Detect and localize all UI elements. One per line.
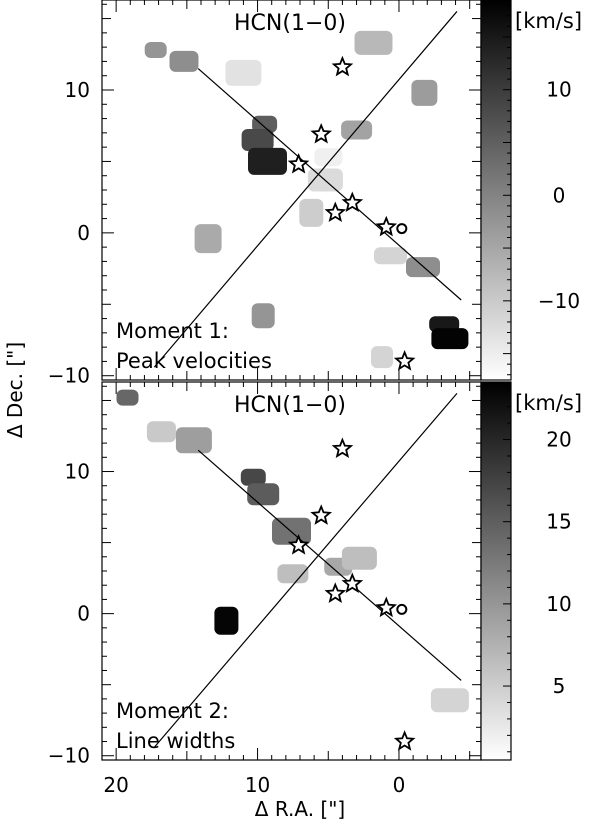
- x-axis-label: Δ R.A. ["]: [255, 797, 345, 821]
- star-marker: [287, 152, 310, 174]
- y-tick-label: 0: [77, 602, 90, 626]
- panel-title: HCN(1−0): [234, 393, 346, 418]
- colorbar-tick-label: 20: [546, 428, 571, 452]
- heatmap-cell: [371, 346, 393, 369]
- star-marker: [393, 350, 416, 371]
- star-marker: [331, 437, 354, 459]
- heatmap-cell: [411, 79, 438, 106]
- panel-moment1: 10 0 −10 HCN(1−0) Moment 1: Peak velocities 10…: [48, 0, 582, 388]
- heatmap-cell: [146, 421, 176, 443]
- heatmap-cell: [175, 427, 212, 454]
- colorbar-unit: [km/s]: [515, 391, 582, 415]
- nucleus-marker: [396, 603, 408, 615]
- heatmap-cell: [341, 546, 377, 570]
- star-marker: [331, 55, 354, 77]
- star-marker: [375, 596, 398, 618]
- star-marker: [393, 730, 416, 751]
- heatmap-cell: [277, 564, 309, 584]
- heatmap-cell: [354, 30, 393, 55]
- y-axis-label: Δ Dec. ["]: [3, 342, 27, 438]
- colorbar-tick-label: 0: [553, 183, 566, 207]
- nucleus-marker: [396, 223, 408, 235]
- plot-area: [116, 389, 469, 751]
- colorbar-tick-label: −10: [538, 289, 580, 313]
- heatmap-cell: [214, 606, 239, 635]
- y-tick-label: −10: [48, 364, 90, 388]
- axis-line-major: [197, 449, 462, 681]
- y-tick-label: 10: [65, 78, 90, 102]
- star-marker: [375, 215, 398, 237]
- colorbar-tick-label: 15: [546, 510, 571, 534]
- star-marker: [310, 504, 333, 525]
- panel-annotation: Peak velocities: [116, 349, 272, 373]
- heatmap-cell: [169, 50, 199, 72]
- star-marker: [324, 582, 347, 603]
- panel-moment2: 10 0 −10 20 10 0 HCN(1−0) Moment 2: Line widths 2…: [48, 381, 582, 797]
- panel-annotation: Line widths: [116, 729, 235, 753]
- heatmap-cell: [247, 483, 280, 506]
- star-marker: [341, 572, 364, 594]
- colorbar-tick-label: 10: [546, 592, 571, 616]
- colorbar-tick-label: 5: [553, 674, 566, 698]
- heatmap-cell: [299, 198, 324, 227]
- x-tick-label: 0: [393, 773, 406, 797]
- plot-area: [144, 11, 469, 371]
- colorbar-tick-label: 10: [546, 78, 571, 102]
- heatmap-cell: [248, 147, 287, 175]
- shared-axis-labels: Δ R.A. ["] Δ Dec. ["]: [3, 342, 345, 821]
- panel-annotation: Moment 1:: [116, 319, 229, 343]
- heatmap-cell: [431, 328, 469, 350]
- heatmap-cell: [241, 129, 274, 151]
- y-tick-label: 10: [65, 460, 90, 484]
- star-marker: [310, 122, 333, 144]
- heatmap-cell: [144, 42, 167, 58]
- axis-line-minor: [153, 392, 458, 748]
- y-tick-label: 0: [77, 221, 90, 245]
- heatmap-cell: [251, 303, 275, 329]
- heatmap-cell: [374, 247, 407, 265]
- heatmap-cell: [194, 224, 222, 254]
- colorbar: [480, 0, 512, 381]
- colorbar: [480, 381, 512, 761]
- colorbar-unit: [km/s]: [515, 9, 582, 33]
- heatmap-cell: [225, 59, 262, 86]
- panel-title: HCN(1−0): [234, 11, 346, 36]
- heatmap-cell: [430, 688, 469, 713]
- heatmap-cell: [116, 389, 139, 406]
- star-marker: [324, 201, 347, 222]
- panel-annotation: Moment 2:: [116, 699, 229, 723]
- axis-line-major: [197, 68, 462, 301]
- x-tick-label: 10: [245, 773, 270, 797]
- star-marker: [287, 534, 310, 555]
- heatmap-cell: [240, 468, 266, 486]
- y-tick-label: −10: [48, 744, 90, 768]
- x-tick-label: 20: [103, 773, 128, 797]
- heatmap-cell: [252, 115, 278, 133]
- heatmap-cell: [314, 148, 343, 167]
- star-marker: [341, 191, 364, 212]
- axis-line-minor: [153, 11, 458, 368]
